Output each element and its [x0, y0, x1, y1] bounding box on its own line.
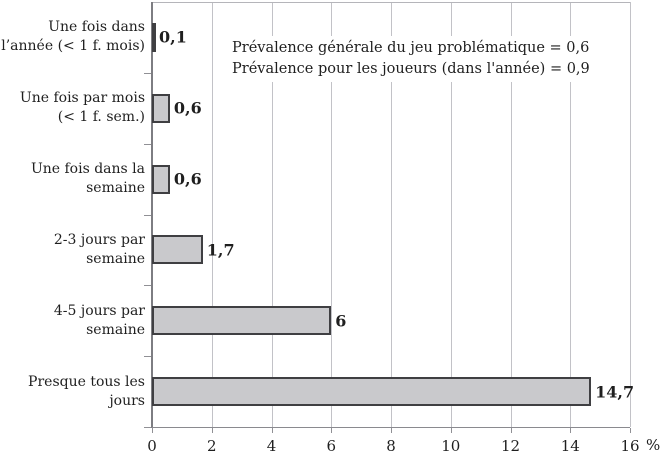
- y-tick-mark-4: [144, 285, 151, 287]
- x-tick-label-2: 2: [206, 437, 217, 455]
- y-tick-mark-3: [144, 214, 151, 216]
- category-label-line: semaine: [86, 180, 145, 197]
- x-tick-label-10: 10: [441, 437, 461, 455]
- x-tick-label-0: 0: [147, 437, 157, 455]
- value-label-0: 0,1: [158, 27, 187, 47]
- y-tick-mark-6: [144, 427, 151, 428]
- category-label-line: semaine: [86, 250, 145, 267]
- category-label-line: Une fois dans la: [30, 161, 145, 178]
- x-tick-label-14: 14: [560, 437, 580, 455]
- category-label-1: Une fois par mois (< 1 f. sem.): [0, 89, 145, 127]
- bar-3: [152, 235, 203, 265]
- x-axis-unit-label: %: [646, 436, 661, 454]
- category-label-4: 4-5 jours par semaine: [0, 302, 145, 340]
- gridline-x-14: [570, 2, 572, 427]
- gridline-x-12: [510, 2, 512, 427]
- category-label-line: 4-5 jours par: [53, 302, 145, 319]
- x-tick-label-4: 4: [266, 437, 277, 455]
- gridline-x-16: [630, 2, 631, 427]
- x-tick-mark-4: [271, 428, 273, 433]
- category-label-line: Presque tous les: [28, 373, 145, 390]
- bar-1: [152, 93, 170, 123]
- category-label-line: semaine: [86, 321, 145, 338]
- x-tick-mark-0: [152, 428, 153, 433]
- category-label-5: Presque tous les jours: [0, 373, 145, 411]
- category-label-line: jours: [109, 392, 145, 409]
- category-label-line: l’année (< 1 f. mois): [1, 38, 145, 55]
- category-label-line: Une fois par mois: [19, 90, 145, 107]
- x-axis-line: [152, 427, 630, 428]
- value-label-2: 0,6: [173, 169, 202, 189]
- bar-2: [152, 164, 170, 194]
- x-tick-mark-10: [450, 428, 452, 433]
- gridline-x-10: [450, 2, 452, 427]
- x-tick-mark-14: [570, 428, 572, 433]
- category-label-3: 2-3 jours par semaine: [0, 231, 145, 269]
- x-tick-mark-16: [630, 428, 631, 433]
- y-tick-mark-2: [144, 143, 151, 145]
- bar-5: [152, 377, 592, 407]
- gridline-x-8: [391, 2, 392, 427]
- value-label-1: 0,6: [173, 98, 202, 118]
- y-tick-mark-5: [144, 356, 151, 358]
- value-label-5: 14,7: [595, 382, 635, 402]
- y-axis-line: [151, 2, 153, 428]
- category-label-line: Une fois dans: [48, 19, 145, 36]
- category-label-line: 2-3 jours par: [53, 231, 145, 248]
- bar-0: [152, 22, 156, 52]
- category-label-line: (< 1 f. sem.): [57, 109, 145, 126]
- x-tick-label-6: 6: [326, 437, 337, 455]
- gridline-x-6: [331, 2, 333, 427]
- value-label-4: 6: [335, 311, 347, 331]
- value-label-3: 1,7: [206, 240, 235, 260]
- category-label-0: Une fois dans l’année (< 1 f. mois): [0, 18, 145, 56]
- x-tick-mark-6: [331, 428, 333, 433]
- x-tick-mark-2: [211, 428, 213, 433]
- x-tick-mark-8: [391, 428, 392, 433]
- annotation-line-1: Prévalence générale du jeu problématique…: [232, 40, 590, 56]
- gridline-x-4: [271, 2, 273, 427]
- x-tick-mark-12: [510, 428, 512, 433]
- x-tick-label-12: 12: [500, 437, 521, 455]
- category-label-2: Une fois dans la semaine: [0, 160, 145, 198]
- gridline-x-2: [211, 2, 213, 427]
- plot-top-border: [152, 2, 630, 3]
- annotation-line-2: Prévalence pour les joueurs (dans l'anné…: [232, 61, 590, 77]
- y-tick-mark-1: [144, 72, 151, 74]
- annotation-box: Prévalence générale du jeu problématique…: [228, 36, 596, 82]
- x-tick-label-8: 8: [386, 437, 396, 455]
- x-tick-label-16: 16: [620, 437, 640, 455]
- bar-4: [152, 306, 332, 336]
